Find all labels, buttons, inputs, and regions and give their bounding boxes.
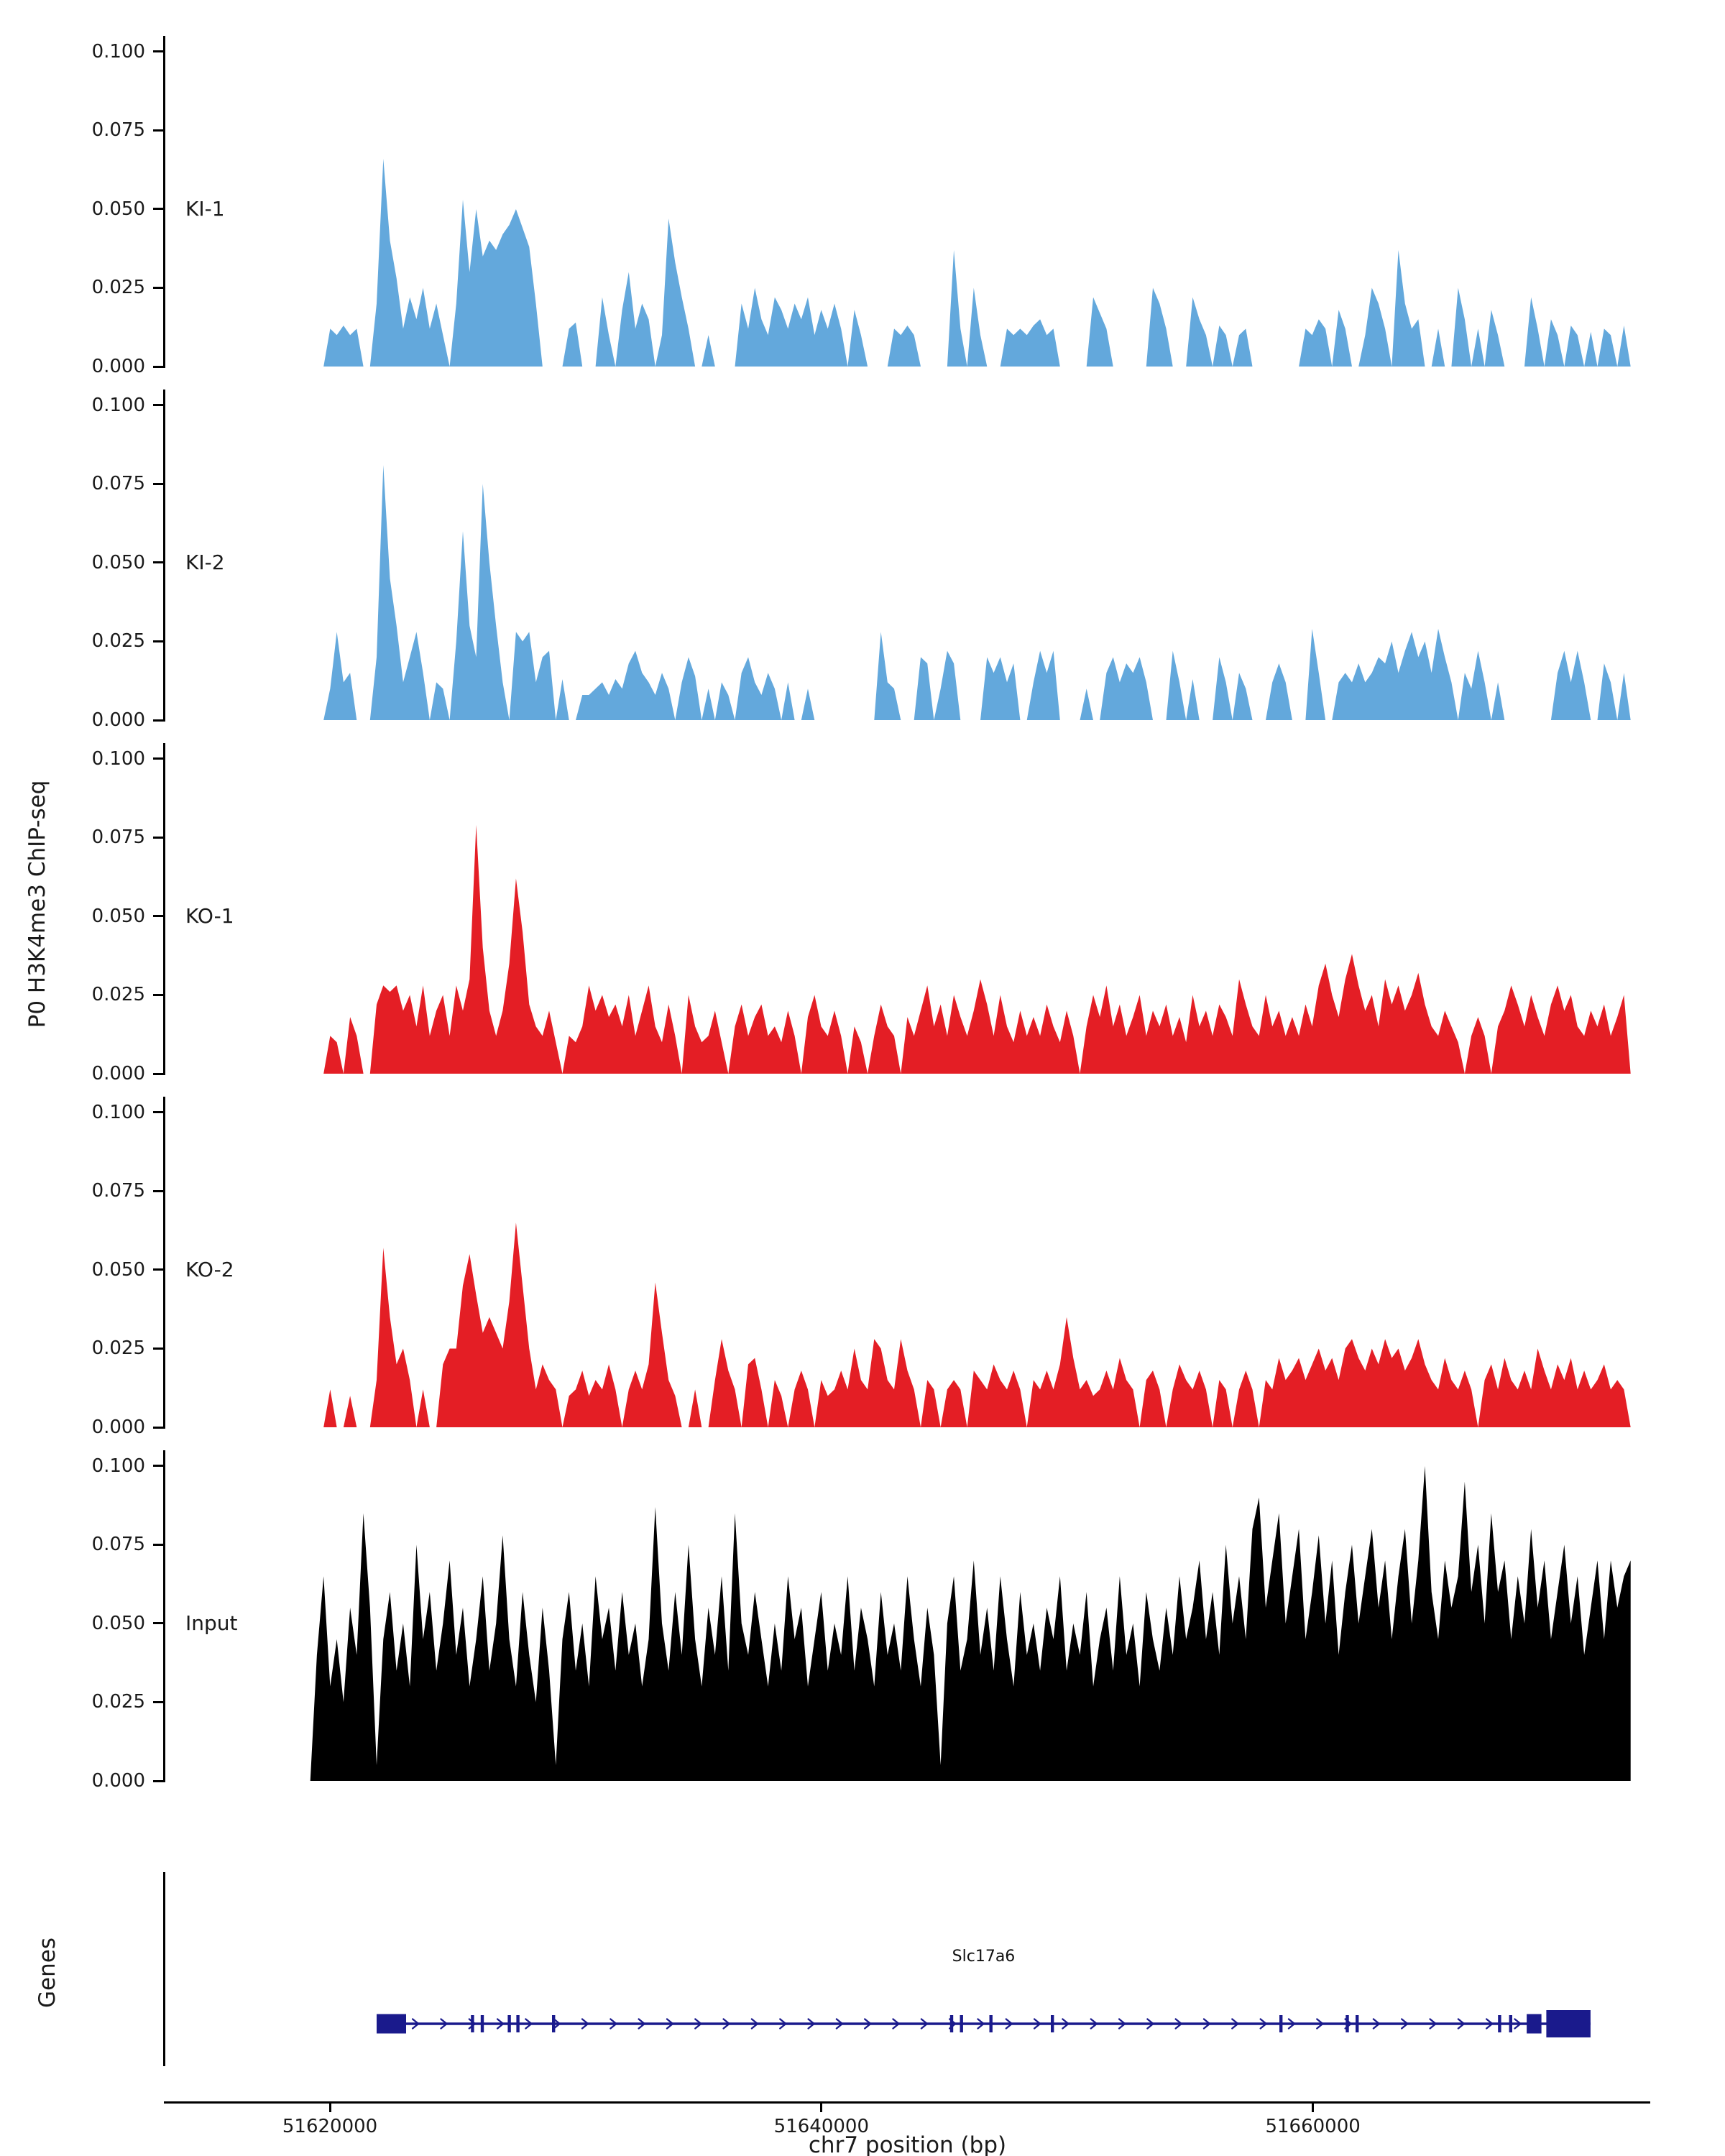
y-tick-label: 0.100 bbox=[91, 747, 145, 770]
track-label: KI-2 bbox=[185, 550, 225, 574]
y-tick-label: 0.025 bbox=[91, 630, 145, 653]
y-tick-label: 0.075 bbox=[91, 1180, 145, 1202]
y-tick-label: 0.100 bbox=[91, 1455, 145, 1477]
y-tick-mark bbox=[153, 1189, 164, 1192]
y-tick-label: 0.000 bbox=[91, 356, 145, 377]
y-tick-mark bbox=[153, 1700, 164, 1703]
x-tick-label: 51640000 bbox=[773, 2116, 869, 2137]
track-input: 0.100 0.075 0.050 0.025 0.000 Input bbox=[0, 1434, 1725, 1792]
y-tick-mark bbox=[153, 1543, 164, 1546]
y-tick-mark bbox=[153, 50, 164, 53]
y-axis-line bbox=[163, 36, 165, 368]
track-label: KO-1 bbox=[185, 904, 234, 928]
coverage-area-chart bbox=[310, 824, 1631, 1074]
coverage-tracks: 0.100 0.075 0.050 0.025 0.000 KI-1 0.100 0.07… bbox=[0, 20, 1725, 1792]
y-tick-label: 0.025 bbox=[91, 1691, 145, 1713]
plot-area bbox=[165, 743, 1650, 1074]
genes-axis-title: Genes bbox=[34, 1938, 60, 2008]
y-tick-label: 0.050 bbox=[91, 198, 145, 220]
y-tick-label: 0.050 bbox=[91, 1258, 145, 1281]
plot-area bbox=[165, 1097, 1650, 1427]
y-tick-mark bbox=[153, 1779, 164, 1782]
coverage-area-chart bbox=[310, 1465, 1631, 1781]
y-tick-label: 0.100 bbox=[91, 394, 145, 416]
y-axis-line bbox=[163, 390, 165, 722]
x-axis: chr7 position (bp) 51620000 51640000 51660… bbox=[0, 2093, 1725, 2156]
y-axis: 0.100 0.075 0.050 0.025 0.000 bbox=[0, 20, 165, 377]
y-tick-label: 0.075 bbox=[91, 826, 145, 849]
y-tick-mark bbox=[153, 286, 164, 289]
y-tick-mark bbox=[153, 482, 164, 485]
y-axis: 0.100 0.075 0.050 0.025 0.000 bbox=[0, 374, 165, 731]
coverage-area-chart bbox=[310, 1222, 1631, 1427]
y-tick-mark bbox=[153, 993, 164, 996]
y-tick-mark bbox=[153, 836, 164, 839]
y-tick-label: 0.075 bbox=[91, 1534, 145, 1556]
y-axis: 0.100 0.075 0.050 0.025 0.000 bbox=[0, 1081, 165, 1438]
y-tick-label: 0.100 bbox=[91, 1101, 145, 1123]
x-axis-title: chr7 position (bp) bbox=[808, 2132, 1007, 2156]
y-tick-label: 0.000 bbox=[91, 1063, 145, 1084]
y-axis-line bbox=[163, 743, 165, 1075]
gene-name-label: Slc17a6 bbox=[952, 1948, 1016, 1966]
y-tick-label: 0.050 bbox=[91, 1612, 145, 1634]
y-tick-mark bbox=[153, 1465, 164, 1468]
y-tick-mark bbox=[153, 1426, 164, 1429]
y-tick-label: 0.025 bbox=[91, 984, 145, 1006]
gene-track: Genes Slc17a6 bbox=[0, 1869, 1725, 2077]
y-tick-label: 0.050 bbox=[91, 905, 145, 927]
y-tick-label: 0.025 bbox=[91, 1337, 145, 1360]
plot-area bbox=[165, 36, 1650, 367]
plot-area bbox=[165, 1450, 1650, 1781]
y-tick-label: 0.075 bbox=[91, 473, 145, 495]
y-tick-mark bbox=[153, 1347, 164, 1350]
track-ko-1: 0.100 0.075 0.050 0.025 0.000 KO-1 bbox=[0, 727, 1725, 1084]
coverage-area-chart bbox=[310, 465, 1631, 720]
plot-area bbox=[165, 390, 1650, 720]
y-tick-mark bbox=[153, 915, 164, 918]
y-tick-label: 0.100 bbox=[91, 40, 145, 63]
y-tick-mark bbox=[153, 1622, 164, 1625]
y-axis-line bbox=[163, 1450, 165, 1782]
x-tick-mark bbox=[820, 2101, 823, 2112]
x-tick-label: 51620000 bbox=[282, 2116, 378, 2137]
coverage-area-chart bbox=[310, 158, 1631, 367]
track-ki-1: 0.100 0.075 0.050 0.025 0.000 KI-1 bbox=[0, 20, 1725, 377]
gene-model bbox=[377, 2010, 1591, 2037]
track-label: Input bbox=[185, 1611, 238, 1635]
y-tick-label: 0.000 bbox=[91, 709, 145, 731]
track-ko-2: 0.100 0.075 0.050 0.025 0.000 KO-2 bbox=[0, 1081, 1725, 1438]
y-tick-mark bbox=[153, 404, 164, 407]
track-label: KI-1 bbox=[185, 197, 225, 221]
y-tick-mark bbox=[153, 1072, 164, 1075]
y-tick-mark bbox=[153, 757, 164, 760]
y-tick-mark bbox=[153, 640, 164, 642]
y-tick-label: 0.000 bbox=[91, 1416, 145, 1438]
y-axis: 0.100 0.075 0.050 0.025 0.000 bbox=[0, 727, 165, 1084]
y-tick-mark bbox=[153, 129, 164, 132]
y-axis: 0.100 0.075 0.050 0.025 0.000 bbox=[0, 1434, 165, 1792]
y-tick-mark bbox=[153, 208, 164, 211]
x-tick-mark bbox=[328, 2101, 331, 2112]
y-tick-mark bbox=[153, 561, 164, 564]
y-tick-label: 0.050 bbox=[91, 551, 145, 573]
y-tick-label: 0.025 bbox=[91, 277, 145, 299]
x-tick-mark bbox=[1312, 2101, 1315, 2112]
y-tick-label: 0.075 bbox=[91, 119, 145, 142]
track-ki-2: 0.100 0.075 0.050 0.025 0.000 KI-2 bbox=[0, 374, 1725, 731]
y-tick-label: 0.000 bbox=[91, 1770, 145, 1792]
y-tick-mark bbox=[153, 719, 164, 722]
track-label: KO-2 bbox=[185, 1258, 234, 1281]
x-axis-line bbox=[164, 2101, 1650, 2104]
genes-axis-line bbox=[163, 1872, 165, 2066]
y-tick-mark bbox=[153, 1111, 164, 1114]
y-tick-mark bbox=[153, 365, 164, 368]
y-tick-mark bbox=[153, 1268, 164, 1271]
x-tick-label: 51660000 bbox=[1265, 2116, 1361, 2137]
y-axis-line bbox=[163, 1097, 165, 1429]
